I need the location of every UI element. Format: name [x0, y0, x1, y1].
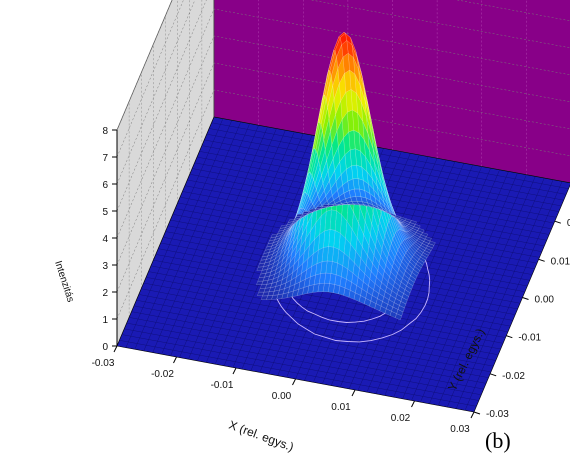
z-tick-label: 7 [102, 153, 108, 164]
y-tick [538, 258, 545, 262]
y-tick [490, 373, 497, 377]
x-tick-label: 0.03 [450, 424, 470, 435]
z-tick-label: 4 [102, 234, 108, 245]
floor-gridline [464, 181, 563, 411]
z-gridline [116, 8, 570, 239]
floor-gridline [393, 168, 491, 398]
x-tick [470, 411, 475, 419]
z-tick-label: 2 [102, 288, 108, 299]
surface-patch [413, 224, 421, 229]
floor-gridline [455, 179, 554, 409]
x-tick [411, 400, 415, 408]
x-tick-label: -0.03 [92, 358, 115, 369]
y-tick [554, 220, 561, 224]
floor-gridline [206, 133, 564, 201]
y-tick-label: 0.01 [551, 256, 570, 267]
panel-label: (b) [485, 428, 511, 453]
x-axis-label: X (rel. egys.) [227, 418, 296, 454]
z-tick-label: 5 [102, 207, 108, 218]
plot-walls [116, 0, 570, 347]
y-tick-label: 0.00 [535, 295, 555, 306]
surface-patch [337, 204, 345, 206]
z-tick-label: 0 [102, 342, 108, 353]
z-gridline [116, 35, 570, 266]
surface-patch [388, 213, 397, 217]
surface-patch [421, 232, 429, 237]
x-tick-label: -0.02 [151, 369, 174, 380]
floor-gridline [420, 173, 518, 403]
axes: -0.03 -0.02 -0.01 0.00 0.01 0.02 0.03 -0.03 -0.0… [92, 126, 570, 435]
floor-gridline [447, 177, 545, 408]
floor-gridline [402, 169, 500, 399]
floor-gridline [429, 174, 527, 404]
floor-gridline [375, 164, 474, 394]
floor-gridline [411, 171, 509, 401]
floor-gridline [211, 122, 569, 189]
surface-patch [302, 211, 310, 215]
x-tick-label: 0.01 [331, 402, 351, 413]
y-tick [473, 411, 481, 415]
floor-gridline [209, 128, 567, 195]
x-tick-label: -0.01 [211, 380, 234, 391]
x-tick-label: 0.00 [272, 391, 292, 402]
z-tick-label: 1 [102, 315, 108, 326]
surface-patch [270, 233, 278, 238]
y-tick-label: 0.02 [567, 218, 570, 229]
z-tick-label: 6 [102, 180, 108, 191]
y-tick [522, 297, 529, 300]
surface-patch [322, 204, 330, 207]
intensity-surface [256, 31, 436, 321]
surface-patch [379, 209, 386, 212]
x-tick [292, 378, 296, 386]
y-tick-label: -0.02 [502, 371, 525, 382]
y-tick-label: -0.01 [518, 333, 541, 344]
x-tick [351, 389, 356, 397]
x-tick [173, 356, 177, 364]
z-gridline [116, 89, 570, 320]
x-tick [113, 345, 118, 353]
z-tick-label: 3 [102, 261, 108, 272]
surface-patch [353, 203, 361, 206]
z-axis-label: Intenzitás [52, 260, 76, 304]
y-tick-label: -0.03 [486, 409, 509, 420]
z-gridline [116, 62, 570, 293]
x-tick [232, 367, 237, 375]
floor-gridline [204, 139, 562, 207]
x-tick-label: 0.02 [391, 413, 411, 424]
y-tick [506, 335, 513, 339]
floor-gridline [384, 166, 482, 396]
z-tick-label: 8 [102, 126, 108, 137]
floor-gridline [438, 176, 536, 406]
